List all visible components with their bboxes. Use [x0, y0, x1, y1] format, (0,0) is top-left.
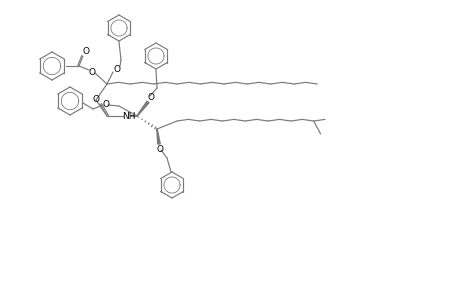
- Polygon shape: [136, 101, 149, 116]
- Text: NH: NH: [122, 112, 135, 121]
- Polygon shape: [157, 129, 160, 144]
- Text: O: O: [113, 64, 120, 74]
- Text: O: O: [92, 94, 99, 103]
- Text: O: O: [156, 145, 163, 154]
- Text: O: O: [82, 46, 90, 56]
- Text: O: O: [88, 68, 95, 76]
- Text: O: O: [147, 92, 154, 101]
- Text: O: O: [102, 100, 109, 109]
